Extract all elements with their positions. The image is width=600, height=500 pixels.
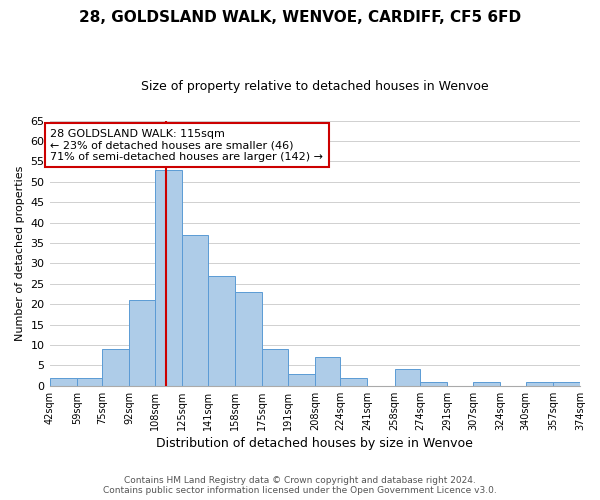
Bar	[395, 370, 420, 386]
Bar	[50, 378, 77, 386]
Bar	[473, 382, 500, 386]
Bar	[420, 382, 448, 386]
Bar	[102, 349, 130, 386]
Bar	[287, 374, 315, 386]
Bar	[182, 235, 208, 386]
Bar	[130, 300, 155, 386]
Bar	[262, 349, 287, 386]
Bar	[208, 276, 235, 386]
X-axis label: Distribution of detached houses by size in Wenvoe: Distribution of detached houses by size …	[157, 437, 473, 450]
Title: Size of property relative to detached houses in Wenvoe: Size of property relative to detached ho…	[141, 80, 488, 93]
Bar	[315, 358, 340, 386]
Text: 28, GOLDSLAND WALK, WENVOE, CARDIFF, CF5 6FD: 28, GOLDSLAND WALK, WENVOE, CARDIFF, CF5…	[79, 10, 521, 25]
Bar	[77, 378, 102, 386]
Bar	[340, 378, 367, 386]
Text: Contains HM Land Registry data © Crown copyright and database right 2024.
Contai: Contains HM Land Registry data © Crown c…	[103, 476, 497, 495]
Text: 28 GOLDSLAND WALK: 115sqm
← 23% of detached houses are smaller (46)
71% of semi-: 28 GOLDSLAND WALK: 115sqm ← 23% of detac…	[50, 128, 323, 162]
Bar	[155, 170, 182, 386]
Bar	[235, 292, 262, 386]
Y-axis label: Number of detached properties: Number of detached properties	[15, 166, 25, 341]
Bar	[553, 382, 580, 386]
Bar	[526, 382, 553, 386]
